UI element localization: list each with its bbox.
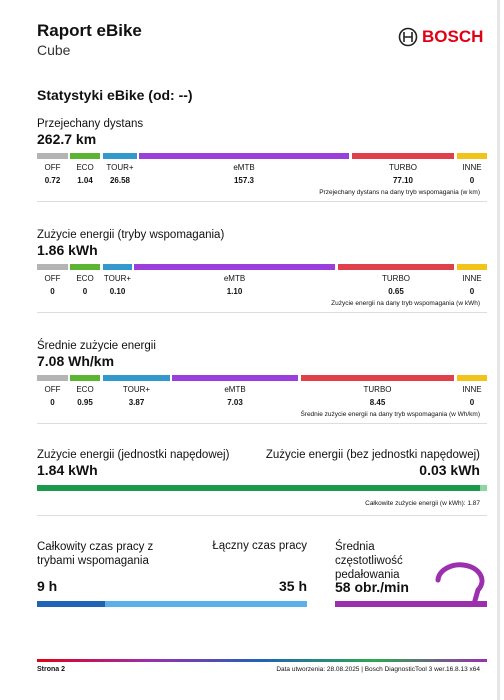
- metric-label: Średnie zużycie energii: [37, 340, 156, 352]
- energy-value: 0.03 kWh: [419, 462, 480, 478]
- footer-page: Strona 2: [37, 666, 66, 673]
- mode-value: 157.3: [233, 176, 255, 185]
- mode-bar-segment: [139, 153, 349, 159]
- footer-info: Data utworzenia: 28.08.2025 | Bosch Diag…: [276, 666, 480, 673]
- mode-value: 0: [469, 287, 475, 296]
- mode-name: eMTB: [223, 274, 246, 283]
- mode-name: OFF: [44, 163, 61, 172]
- energy-note: Całkowite zużycie energii (w kWh): 1.87: [365, 500, 480, 507]
- mode-name: ECO: [76, 385, 94, 394]
- mode-name: OFF: [44, 385, 61, 394]
- brand-name: BOSCH: [422, 27, 484, 46]
- mode-value: 8.45: [369, 398, 386, 407]
- mode-name: TURBO: [382, 274, 410, 283]
- mode-bar-segment: [37, 153, 68, 159]
- energy-label: Zużycie energii (jednostki napędowej): [37, 449, 230, 461]
- divider: [37, 312, 487, 313]
- mode-name: TURBO: [389, 163, 417, 172]
- mode-value: 26.58: [109, 176, 131, 185]
- mode-value: 0: [50, 398, 55, 407]
- time-value: 35 h: [278, 578, 307, 594]
- mode-value: 0: [50, 287, 55, 296]
- energy-bar: [37, 485, 480, 491]
- cadence-icon: [435, 562, 485, 607]
- divider: [37, 515, 487, 516]
- metric-total: 262.7 km: [37, 131, 97, 147]
- mode-value: 0: [82, 287, 88, 296]
- brand-logo: [398, 27, 418, 47]
- cadence-value: 58 obr./min: [335, 579, 409, 595]
- section-title: Statystyki eBike (od: --): [37, 87, 193, 103]
- mode-name: TOUR+: [122, 385, 151, 394]
- mode-bar-segment: [70, 153, 100, 159]
- mode-value: 0: [469, 176, 475, 185]
- mode-name: INNE: [462, 274, 482, 283]
- mode-bar-segment: [103, 153, 137, 159]
- energy-label: Zużycie energii (bez jednostki napędowej…: [265, 449, 480, 461]
- metric-note: Średnie zużycie energii na dany tryb wsp…: [300, 411, 480, 418]
- title: Raport eBike: [37, 21, 142, 40]
- mode-bar-segment: [352, 153, 454, 159]
- mode-bar-segment: [301, 375, 454, 381]
- time-value: 9 h: [37, 578, 58, 594]
- metric-label: Przejechany dystans: [37, 118, 144, 130]
- mode-name: eMTB: [224, 385, 246, 394]
- mode-value: 7.03: [227, 398, 243, 407]
- mode-bar-segment: [457, 153, 487, 159]
- mode-name: ECO: [76, 274, 94, 283]
- cadence-label: Średnia częstotliwość pedałowania: [335, 541, 403, 581]
- mode-value: 1.10: [226, 287, 243, 296]
- mode-bar-segment: [134, 264, 335, 270]
- metric-note: Zużycie energii na dany tryb wspomagania…: [331, 300, 480, 307]
- mode-value: 0.95: [77, 398, 93, 407]
- time-label: Łączny czas pracy: [212, 540, 307, 552]
- mode-bar-segment: [457, 375, 487, 381]
- mode-value: 0.65: [388, 287, 404, 296]
- mode-name: TOUR+: [106, 163, 134, 172]
- mode-bar-segment: [103, 375, 170, 381]
- mode-bar-segment: [457, 264, 487, 270]
- mode-bar-segment: [37, 264, 68, 270]
- divider: [37, 201, 487, 202]
- metric-total: 7.08 Wh/km: [37, 353, 115, 369]
- cadence-bar: [335, 601, 487, 607]
- mode-value: 0: [469, 398, 475, 407]
- mode-value: 0.10: [109, 287, 126, 296]
- mode-name: TURBO: [363, 385, 392, 394]
- mode-bar-segment: [103, 264, 132, 270]
- mode-name: TOUR+: [103, 274, 132, 283]
- mode-name: OFF: [44, 274, 61, 283]
- subtitle: Cube: [37, 42, 71, 58]
- time-bar: [37, 601, 105, 607]
- energy-value: 1.84 kWh: [37, 462, 98, 478]
- time-bar: [105, 601, 307, 607]
- mode-value: 1.04: [77, 176, 93, 185]
- mode-bar-segment: [70, 375, 100, 381]
- mode-bar-segment: [37, 375, 68, 381]
- mode-name: ECO: [76, 163, 94, 172]
- metric-total: 1.86 kWh: [37, 242, 98, 258]
- mode-bar-segment: [172, 375, 298, 381]
- metric-label: Zużycie energii (tryby wspomagania): [37, 229, 225, 241]
- mode-name: INNE: [462, 385, 482, 394]
- energy-bar: [480, 485, 487, 491]
- mode-bar-segment: [338, 264, 454, 270]
- mode-bar-segment: [70, 264, 100, 270]
- footer-rule: [37, 659, 487, 662]
- mode-value: 77.10: [392, 176, 414, 185]
- mode-value: 0.72: [44, 176, 61, 185]
- mode-name: INNE: [462, 163, 482, 172]
- time-label: Całkowity czas pracy z trybami wspomagan…: [37, 541, 154, 567]
- mode-name: eMTB: [233, 163, 255, 172]
- divider: [37, 423, 487, 424]
- metric-note: Przejechany dystans na dany tryb wspomag…: [319, 189, 480, 196]
- mode-value: 3.87: [128, 398, 145, 407]
